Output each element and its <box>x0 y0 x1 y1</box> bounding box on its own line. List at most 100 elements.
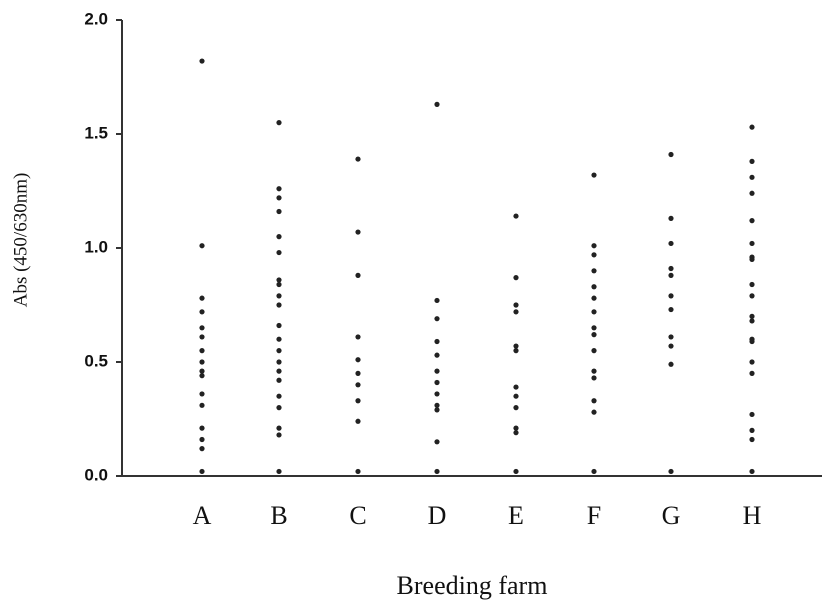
point <box>749 218 755 224</box>
point <box>276 186 282 192</box>
point <box>668 334 674 340</box>
point <box>749 190 755 196</box>
point <box>668 215 674 221</box>
x-tick-label: E <box>508 501 524 530</box>
point <box>276 425 282 431</box>
y-tick-label: 2.0 <box>84 9 108 28</box>
y-tick-label: 1.0 <box>84 237 108 256</box>
point <box>276 393 282 399</box>
point <box>199 325 205 331</box>
point <box>434 391 440 397</box>
point <box>355 398 361 404</box>
y-tick-label: 0.5 <box>84 351 108 370</box>
point <box>513 384 519 390</box>
point <box>591 348 597 354</box>
point <box>513 213 519 219</box>
point <box>355 156 361 162</box>
point <box>199 402 205 408</box>
x-tick-label: A <box>193 501 212 530</box>
x-tick-label: F <box>587 501 601 530</box>
point <box>199 436 205 443</box>
point <box>355 229 361 235</box>
point <box>749 370 755 376</box>
point <box>276 249 282 256</box>
point <box>199 243 205 249</box>
point <box>513 430 519 436</box>
point <box>276 348 282 354</box>
point <box>668 272 674 278</box>
point <box>434 352 440 358</box>
point <box>591 243 597 249</box>
point <box>513 302 519 308</box>
point <box>199 58 205 64</box>
point <box>276 208 282 215</box>
point <box>276 432 282 438</box>
point <box>749 293 755 299</box>
point <box>276 277 282 283</box>
point <box>749 174 755 180</box>
point <box>749 318 755 324</box>
point <box>749 338 755 345</box>
point <box>355 272 361 278</box>
point <box>668 151 674 158</box>
point <box>591 368 597 374</box>
point <box>199 309 205 315</box>
point <box>355 382 361 388</box>
point <box>749 256 755 262</box>
x-tick-label: G <box>662 501 681 530</box>
point <box>513 309 519 315</box>
point <box>199 391 205 397</box>
point <box>591 468 597 475</box>
point <box>513 468 519 475</box>
point <box>434 402 440 408</box>
point <box>591 325 597 331</box>
point <box>434 338 440 345</box>
point <box>276 468 282 475</box>
point <box>276 234 282 240</box>
x-axis-title: Breeding farm <box>397 571 548 600</box>
y-axis-title: Abs (450/630nm) <box>10 173 31 308</box>
point <box>355 468 361 475</box>
point <box>199 295 205 301</box>
point <box>749 411 755 418</box>
x-tick-label: H <box>743 501 762 530</box>
point <box>355 418 361 424</box>
point <box>434 439 440 445</box>
point <box>668 293 674 299</box>
point <box>199 334 205 340</box>
point <box>276 322 282 329</box>
point <box>591 375 597 381</box>
point <box>591 295 597 301</box>
point <box>591 398 597 404</box>
point <box>276 195 282 201</box>
point <box>276 281 282 288</box>
point <box>591 252 597 258</box>
point <box>749 313 755 319</box>
point <box>199 425 205 431</box>
point <box>668 306 674 313</box>
point <box>199 359 205 365</box>
point <box>668 468 674 475</box>
point <box>749 427 755 433</box>
point <box>591 309 597 315</box>
point <box>276 359 282 365</box>
point <box>276 120 282 126</box>
point <box>199 373 205 379</box>
point <box>276 302 282 308</box>
point <box>434 316 440 322</box>
point <box>749 436 755 443</box>
point <box>513 343 519 349</box>
point <box>668 361 674 367</box>
point <box>276 293 282 299</box>
point <box>591 409 597 415</box>
point <box>355 370 361 376</box>
point <box>668 240 674 247</box>
point <box>276 368 282 374</box>
point <box>591 332 597 338</box>
point <box>434 379 440 386</box>
point <box>199 446 205 452</box>
point <box>434 101 440 107</box>
y-tick-label: 1.5 <box>84 123 108 142</box>
